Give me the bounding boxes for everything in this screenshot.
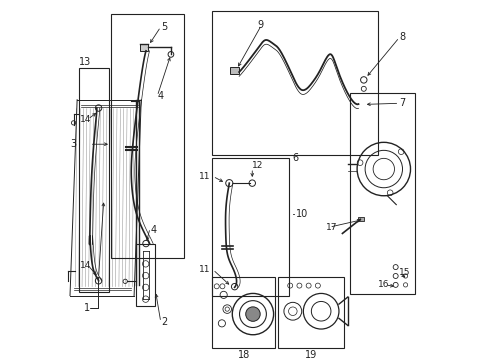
Bar	[139, 44, 148, 51]
Text: 13: 13	[79, 57, 91, 67]
Text: 3: 3	[70, 139, 76, 149]
Text: 8: 8	[399, 32, 405, 42]
Text: 11: 11	[199, 172, 210, 181]
Text: 16: 16	[377, 280, 389, 289]
Bar	[212, 11, 377, 155]
Bar	[349, 93, 415, 294]
Text: 4: 4	[157, 91, 163, 101]
Text: 19: 19	[305, 350, 317, 360]
Circle shape	[245, 307, 260, 321]
Text: 9: 9	[256, 20, 263, 30]
Bar	[212, 277, 274, 348]
Text: 18: 18	[237, 350, 249, 360]
Text: 15: 15	[399, 268, 410, 277]
Text: 2: 2	[161, 317, 167, 327]
Text: 7: 7	[399, 98, 405, 108]
Bar	[230, 67, 239, 74]
Text: 11: 11	[199, 265, 210, 274]
Text: 17: 17	[325, 224, 337, 233]
Text: 14: 14	[80, 115, 91, 124]
Text: 5: 5	[161, 22, 167, 32]
Bar	[212, 158, 288, 296]
Text: 1: 1	[83, 303, 89, 313]
Bar	[111, 14, 183, 258]
Text: 10: 10	[296, 209, 308, 219]
Text: 12: 12	[252, 161, 263, 170]
Text: 4: 4	[150, 225, 156, 235]
Bar	[278, 277, 344, 348]
Text: 6: 6	[292, 153, 298, 163]
Text: 14: 14	[80, 261, 91, 270]
Bar	[136, 244, 155, 306]
Bar	[79, 68, 109, 292]
Bar	[358, 217, 363, 221]
